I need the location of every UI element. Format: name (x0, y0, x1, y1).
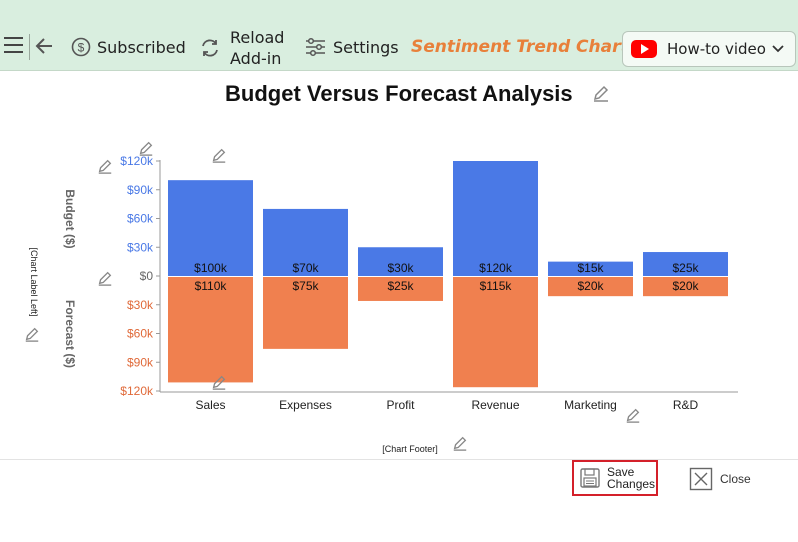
menu-icon[interactable] (4, 37, 23, 53)
y-tick-label-forecast: $30k (127, 298, 154, 312)
footer-divider (0, 459, 798, 460)
forecast-value-label: $20k (577, 279, 604, 293)
y-tick-label-budget: $120k (120, 154, 154, 168)
budget-value-label: $30k (387, 261, 414, 275)
x-category-label: Sales (195, 398, 225, 412)
save-changes-button[interactable]: Save Changes (572, 460, 658, 496)
svg-text:$: $ (78, 41, 85, 55)
save-label: Save (607, 465, 635, 479)
budget-bar (453, 161, 538, 276)
forecast-bar (168, 277, 253, 383)
bars (168, 161, 738, 388)
close-label: Close (720, 472, 751, 486)
subscribed-label: Subscribed (97, 37, 186, 57)
edit-title-pencil-icon[interactable] (592, 84, 610, 102)
forecast-value-label: $20k (672, 279, 699, 293)
budget-bar (168, 180, 253, 276)
chevron-down-icon (772, 45, 784, 53)
y-tick-label-forecast: $90k (127, 355, 154, 369)
reload-label: Reload (230, 28, 285, 47)
edit-label-left-pencil-icon[interactable] (24, 326, 40, 342)
y-tick-label-forecast: $120k (120, 384, 154, 398)
chart-label-left: [Chart Label Left] (29, 247, 39, 316)
forecast-bar (263, 277, 348, 349)
reload-icon (202, 39, 218, 57)
chart-title: Budget Versus Forecast Analysis (225, 81, 573, 106)
y-tick-label-budget: $30k (127, 240, 154, 254)
subscribed-button[interactable]: $ Subscribed (71, 37, 186, 57)
app-title: Sentiment Trend Chart (411, 37, 629, 57)
budget-value-label: $70k (292, 261, 319, 275)
x-category-label: Profit (386, 398, 415, 412)
save-disk-icon (580, 468, 600, 488)
budget-bar (548, 261, 633, 276)
forecast-value-label: $75k (292, 279, 319, 293)
edit-pencil-icon[interactable] (138, 140, 154, 156)
bar-labels: $100k $110k $70k $75k $30k $25k $120k $115k $15k… (194, 261, 699, 293)
toolbar-separator (29, 34, 30, 60)
x-category-label: Expenses (279, 398, 332, 412)
y-tick-label-budget: $90k (127, 183, 154, 197)
forecast-bar (643, 277, 728, 297)
chart-footer: [Chart Footer] (382, 444, 438, 454)
forecast-bar (453, 277, 538, 388)
x-axis-labels: Sales Expenses Profit Revenue Marketing R&D (195, 398, 698, 412)
edit-footer-pencil-icon[interactable] (452, 435, 468, 451)
toolbar: $ Subscribed Reload Add-in Settings Sent… (0, 0, 798, 71)
settings-button[interactable]: Settings (305, 37, 399, 57)
forecast-bar (548, 277, 633, 297)
close-icon (689, 467, 713, 491)
forecast-value-label: $115k (480, 279, 513, 293)
close-button[interactable]: Close (689, 467, 751, 491)
edit-pencil-icon[interactable] (625, 407, 641, 423)
budget-bar (358, 247, 443, 276)
howto-video-dropdown[interactable]: How-to video (622, 31, 796, 67)
budget-value-label: $25k (672, 261, 699, 275)
edit-x-axis-pencil-icon[interactable] (211, 374, 227, 390)
x-category-label: R&D (673, 398, 699, 412)
howto-video-label: How-to video (667, 40, 766, 58)
x-category-label: Revenue (471, 398, 519, 412)
y-axis-ticks: $120k $90k $60k $30k $0 $30k $60k $90k $120k (120, 154, 160, 398)
sliders-icon (306, 37, 325, 57)
y-axis-label-budget: Budget ($) (63, 189, 77, 248)
dollar-circle-icon: $ (71, 37, 91, 57)
edit-y-axis-pencil-icon[interactable] (97, 158, 113, 174)
reload-addin-button[interactable]: Reload Add-in (199, 27, 284, 69)
edit-pencil-icon[interactable] (211, 147, 227, 163)
youtube-icon (631, 40, 657, 58)
changes-label: Changes (607, 477, 656, 491)
y-tick-label-budget: $60k (127, 212, 154, 226)
back-arrow-icon[interactable] (35, 37, 54, 55)
y-tick-label-budget: $0 (140, 269, 154, 283)
x-category-label: Marketing (564, 398, 617, 412)
addin-label: Add-in (230, 49, 282, 68)
edit-y-axis-pencil-icon[interactable] (97, 270, 113, 286)
budget-value-label: $15k (577, 261, 604, 275)
budget-value-label: $120k (479, 261, 513, 275)
forecast-bar (358, 277, 443, 301)
forecast-value-label: $110k (195, 279, 228, 293)
budget-bar (643, 252, 728, 276)
y-axis-label-forecast: Forecast ($) (63, 300, 77, 368)
settings-label: Settings (333, 37, 399, 57)
y-tick-label-forecast: $60k (127, 327, 154, 341)
budget-value-label: $100k (194, 261, 228, 275)
forecast-value-label: $25k (387, 279, 414, 293)
budget-bar (263, 208, 348, 276)
